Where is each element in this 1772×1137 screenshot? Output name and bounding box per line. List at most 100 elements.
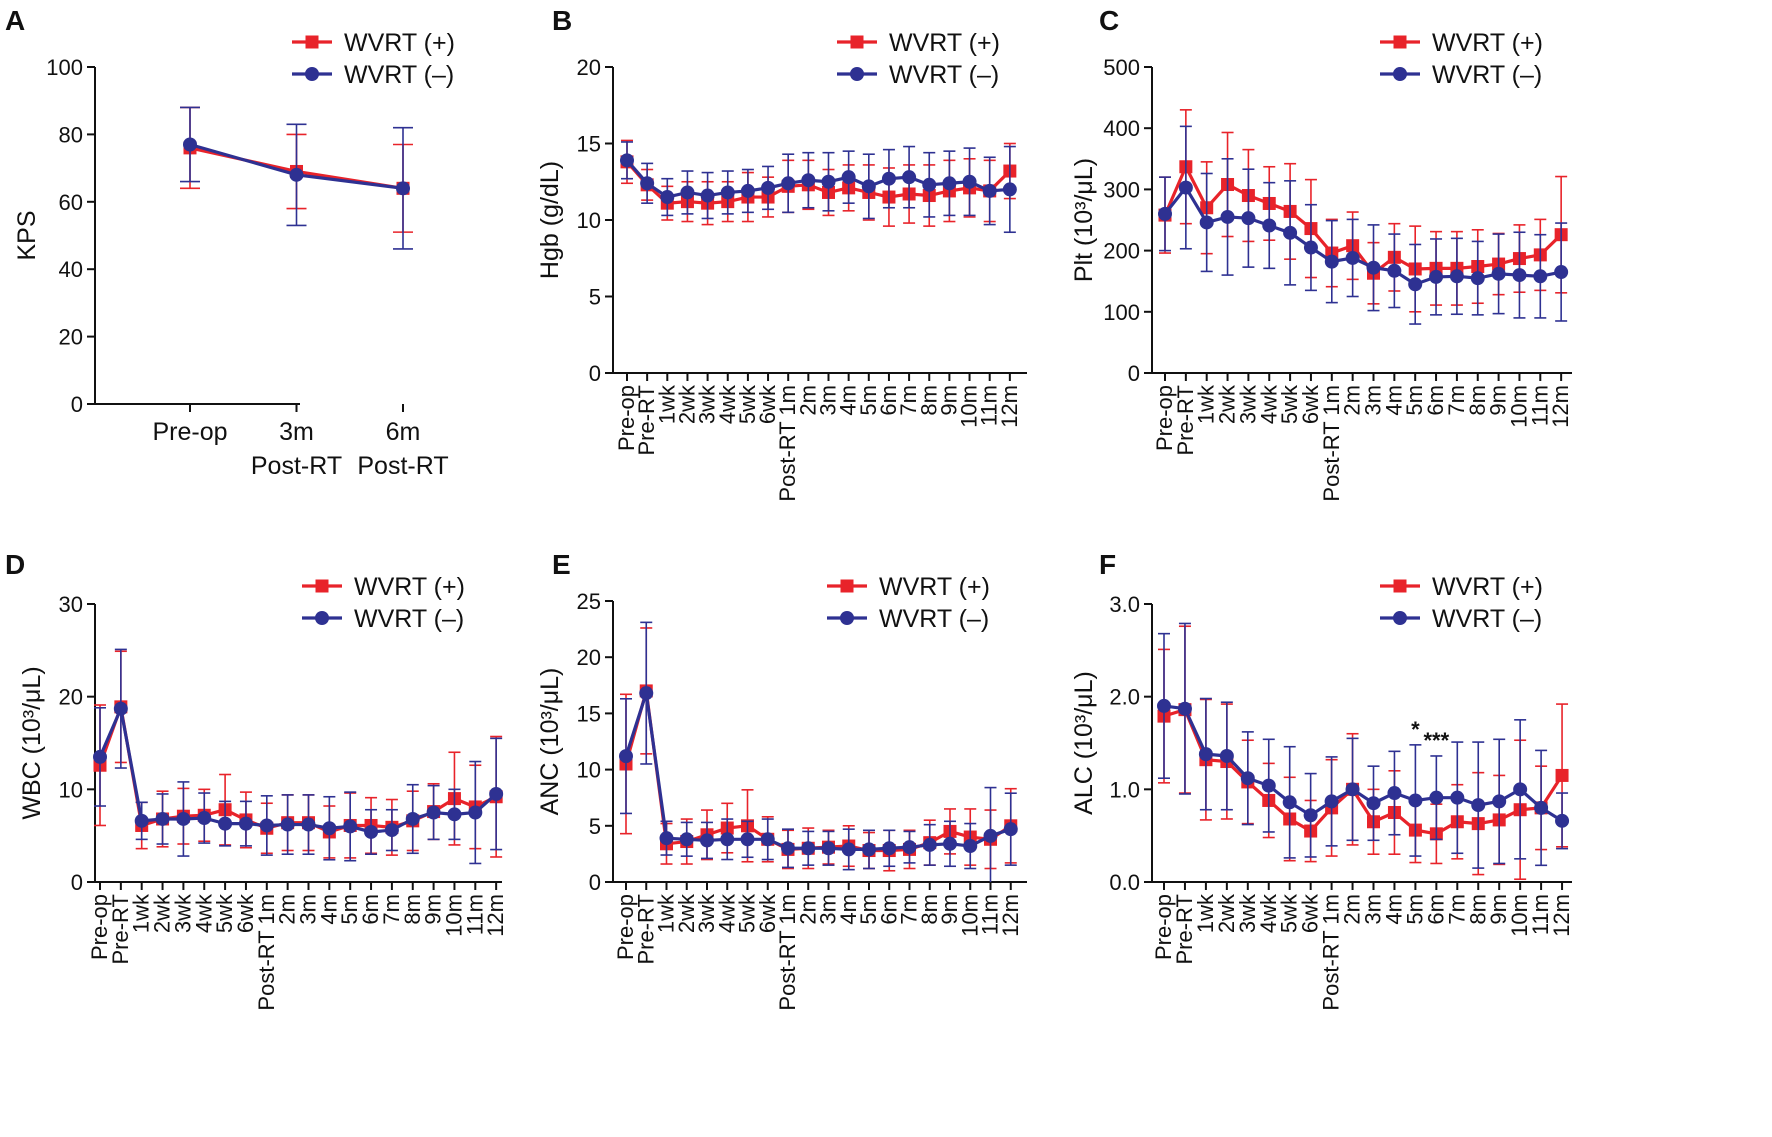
y-tick-label: 0 <box>1128 361 1140 386</box>
data-point-circle <box>1345 250 1360 265</box>
x-tick-label: 5m <box>337 894 362 925</box>
data-point-circle <box>679 832 694 847</box>
data-point-circle <box>218 816 233 831</box>
data-point-circle <box>801 841 816 856</box>
data-point-circle <box>405 811 420 826</box>
x-tick-label: 6m <box>358 894 383 925</box>
data-point-circle <box>1393 611 1407 625</box>
y-tick-label: 100 <box>46 55 83 80</box>
y-tick-label: 1.0 <box>1109 777 1140 802</box>
y-axis-title: Hgb (g/dL) <box>536 161 564 279</box>
data-point-circle <box>1345 782 1360 797</box>
x-tick-label: 8m <box>917 894 942 925</box>
data-point-circle <box>1491 266 1506 281</box>
data-point-circle <box>1512 268 1527 283</box>
data-point-circle <box>740 183 755 198</box>
x-tick-label: 2wk <box>674 384 699 424</box>
x-tick-label: 10m <box>1506 385 1531 428</box>
x-tick-label: 7m <box>897 894 922 925</box>
y-tick-label: 20 <box>577 645 601 670</box>
y-tick-label: 0 <box>71 392 83 417</box>
data-point-circle <box>1554 265 1569 280</box>
data-point-circle <box>183 137 197 152</box>
x-tick-label: 9m <box>937 894 962 925</box>
x-tick-label: 5m <box>856 894 881 925</box>
data-point-circle <box>620 153 634 168</box>
y-tick-label: 400 <box>1103 116 1140 141</box>
series-wvrt-neg <box>93 648 504 865</box>
data-point-circle <box>700 833 714 848</box>
y-axis-title: ANC (10³/μL) <box>536 668 564 816</box>
x-tick-label: Pre-op <box>87 894 112 960</box>
x-tick-label: 4m <box>836 894 861 925</box>
y-tick-label: 40 <box>59 257 83 282</box>
data-point-circle <box>861 179 876 194</box>
x-tick-label: 3m <box>1361 385 1386 416</box>
x-tick-label: Post-RT 1m <box>1319 894 1344 1011</box>
x-tick-label: 1wk <box>129 893 154 933</box>
x-tick-label: 6wk <box>1298 893 1323 933</box>
y-axis-title: ALC (10³/μL) <box>1070 671 1098 815</box>
legend: WVRT (+) WVRT (–) <box>292 29 455 89</box>
data-point-circle <box>943 836 957 851</box>
legend-label: WVRT (–) <box>879 605 989 633</box>
data-point-circle <box>922 837 937 852</box>
x-tick-label: 12m <box>998 894 1023 937</box>
data-point-circle <box>1157 698 1171 713</box>
series-wvrt-neg <box>620 141 1017 234</box>
y-tick-label: 10 <box>577 208 601 233</box>
x-tick-label: 3wk <box>695 384 720 424</box>
legend: WVRT (+) WVRT (–) <box>302 573 465 633</box>
data-point-square <box>1393 35 1407 49</box>
data-point-circle <box>1219 748 1234 763</box>
data-point-circle <box>619 749 633 764</box>
data-point-circle <box>902 170 917 185</box>
data-point-circle <box>962 174 977 189</box>
data-point-circle <box>1262 218 1277 233</box>
legend-label: WVRT (+) <box>889 29 1000 57</box>
data-point-circle <box>840 611 854 625</box>
data-point-circle <box>781 176 796 191</box>
data-point-circle <box>468 805 483 820</box>
data-point-circle <box>1555 813 1570 828</box>
data-point-circle <box>280 817 295 832</box>
data-point-circle <box>384 823 399 838</box>
x-tick-label: 10m <box>1507 894 1532 937</box>
data-point-circle <box>850 67 864 81</box>
panel-letter: A <box>5 5 25 36</box>
data-point-circle <box>1429 269 1444 284</box>
x-tick-label: 6wk <box>755 893 780 933</box>
x-tick-label: 4m <box>1381 894 1406 925</box>
data-point-circle <box>1408 277 1423 292</box>
data-point-circle <box>489 786 504 801</box>
data-point-circle <box>1002 182 1017 197</box>
x-tick-label: Post-RT 1m <box>254 894 279 1011</box>
data-point-square <box>305 35 319 49</box>
x-tick-label: 9m <box>936 385 961 416</box>
y-tick-label: 0.0 <box>1109 870 1140 895</box>
x-tick-label: 12m <box>483 894 508 937</box>
data-point-circle <box>1241 211 1256 226</box>
panel-letter: D <box>5 549 25 580</box>
data-point-circle <box>1429 790 1444 805</box>
x-tick-label: Pre-RT <box>1173 385 1198 456</box>
data-point-square <box>850 35 864 49</box>
x-tick-label: 4m <box>316 894 341 925</box>
data-point-circle <box>902 840 917 855</box>
x-tick-label: 3wk <box>694 893 719 933</box>
y-tick-label: 15 <box>577 132 601 157</box>
data-point-circle <box>821 841 836 856</box>
x-tick-label: 11m <box>978 894 1003 935</box>
data-point-square <box>1555 768 1569 782</box>
data-point-circle <box>1366 796 1381 811</box>
data-point-circle <box>1303 240 1318 255</box>
y-tick-label: 2.0 <box>1109 685 1140 710</box>
panel-B: B 0 5 10 15 20 Hgb (g/dL) Pre-opPre-RT1wk2wk3wk… <box>536 5 1027 502</box>
x-tick-label: 2wk <box>1215 384 1240 424</box>
data-point-circle <box>364 824 379 839</box>
legend-label: WVRT (–) <box>889 61 999 89</box>
data-point-circle <box>1393 67 1407 81</box>
legend: WVRT (+) WVRT (–) <box>1380 573 1543 633</box>
data-point-square <box>840 579 854 593</box>
